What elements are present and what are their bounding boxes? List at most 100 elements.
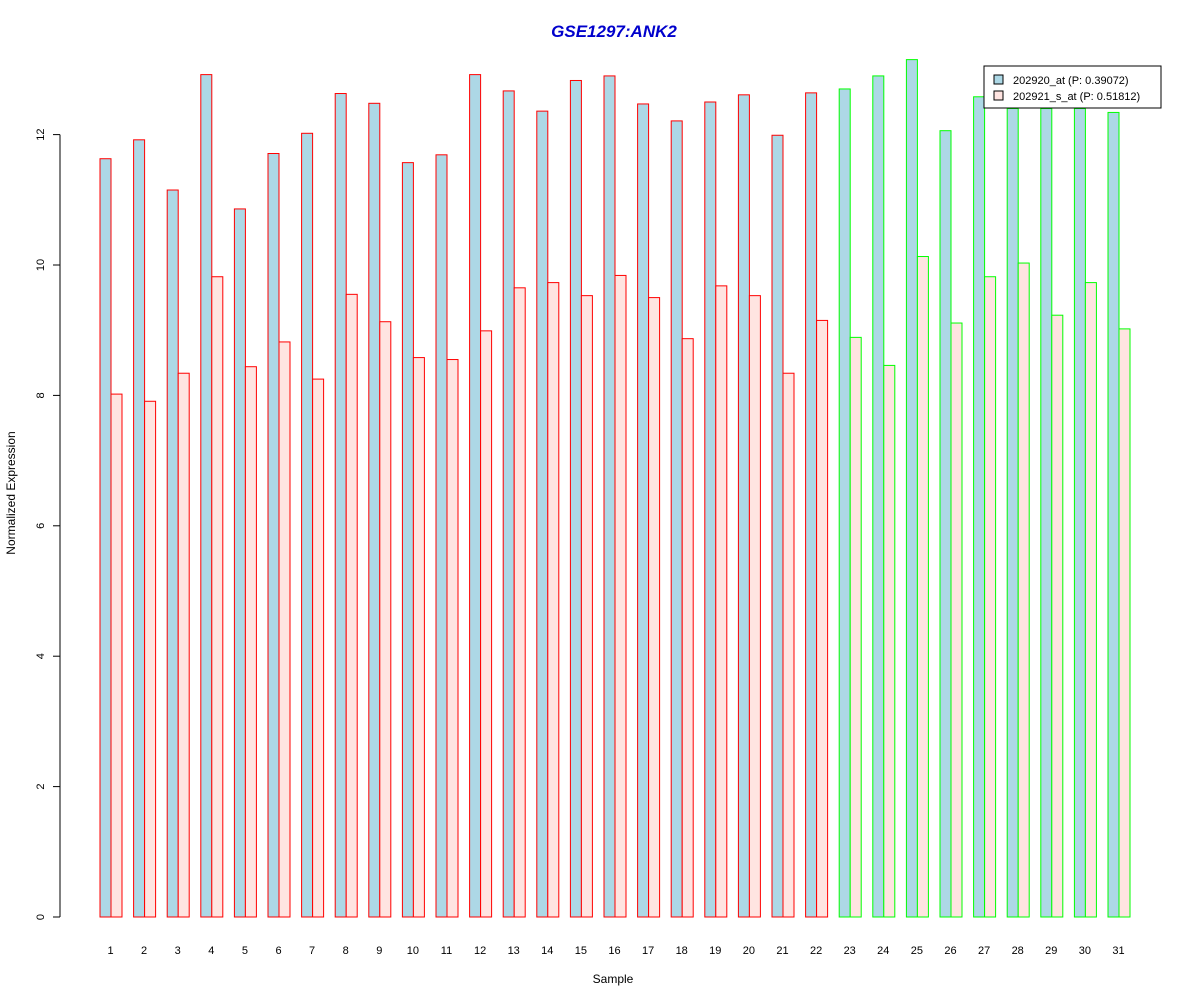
bar-series1 <box>670 120 683 918</box>
x-tick-label: 30 <box>1079 945 1091 957</box>
y-tick-label: 6 <box>35 523 47 529</box>
bar-series1 <box>200 74 213 918</box>
bar-series1 <box>1073 108 1086 918</box>
y-tick-label: 4 <box>35 653 47 659</box>
x-tick-labels: 1 2 3 4 5 6 7 8 9 10 11 12 13 14 15 16 17 18 19 20 21 22 23 24 2… <box>107 945 1124 957</box>
x-tick-label: 22 <box>810 945 822 957</box>
bar-series2 <box>614 274 627 918</box>
y-tick-label: 0 <box>35 914 47 920</box>
y-tick-label: 12 <box>35 128 47 140</box>
x-axis-label: Sample <box>593 972 634 986</box>
bar-series1 <box>502 90 515 918</box>
bar-series2 <box>312 378 325 918</box>
bar-series2 <box>648 297 661 918</box>
x-tick-label: 1 <box>107 945 113 957</box>
bar-series1 <box>637 103 650 918</box>
bar-series2 <box>950 322 963 918</box>
x-tick-label: 2 <box>141 945 147 957</box>
x-tick-label: 6 <box>275 945 281 957</box>
x-tick-label: 14 <box>541 945 553 957</box>
bar-series2 <box>244 366 257 918</box>
bar-series1 <box>838 88 851 918</box>
x-tick-label: 8 <box>343 945 349 957</box>
x-tick-label: 31 <box>1112 945 1124 957</box>
x-tick-label: 11 <box>441 945 452 957</box>
bar-series2 <box>379 321 392 918</box>
bar-series1 <box>973 96 986 918</box>
bar-series1 <box>905 59 918 918</box>
x-tick-label: 9 <box>376 945 382 957</box>
bar-series2 <box>278 341 291 918</box>
x-tick-label: 3 <box>175 945 181 957</box>
bar-series1 <box>872 75 885 918</box>
x-tick-label: 24 <box>877 945 889 957</box>
x-tick-label: 27 <box>978 945 990 957</box>
bar-series1 <box>233 208 246 918</box>
y-axis: 0 2 4 6 8 10 12 <box>35 128 61 920</box>
bar-series1 <box>166 189 179 918</box>
bar-series2 <box>580 295 593 918</box>
bar-series1 <box>301 132 314 918</box>
bar-series1 <box>1006 108 1019 918</box>
bar-series1 <box>771 134 784 918</box>
bar-series1 <box>435 154 448 918</box>
y-tick-label: 2 <box>35 784 47 790</box>
bar-series2 <box>1118 328 1131 918</box>
bar-series2 <box>211 276 224 918</box>
bar-series2 <box>782 372 795 918</box>
bar-series2 <box>883 364 896 918</box>
bar-series1 <box>603 75 616 918</box>
x-tick-label: 29 <box>1045 945 1057 957</box>
bar-series1 <box>704 101 717 918</box>
bar-series1 <box>368 102 381 918</box>
bar-series2 <box>1017 262 1030 918</box>
bar-series1 <box>805 92 818 918</box>
bar-series2 <box>412 357 425 918</box>
x-tick-label: 28 <box>1012 945 1024 957</box>
x-tick-label: 5 <box>242 945 248 957</box>
bar-series1 <box>133 139 146 918</box>
x-tick-label: 26 <box>944 945 956 957</box>
bar-series2 <box>715 285 728 918</box>
x-tick-label: 23 <box>844 945 856 957</box>
bar-series1 <box>536 110 549 918</box>
x-tick-label: 21 <box>776 945 788 957</box>
bar-series1 <box>469 74 482 918</box>
bar-series2 <box>547 282 560 918</box>
x-tick-label: 25 <box>911 945 923 957</box>
x-tick-label: 7 <box>309 945 315 957</box>
legend-label: 202921_s_at (P: 0.51812) <box>1013 91 1140 103</box>
x-tick-label: 10 <box>407 945 419 957</box>
bar-series1 <box>939 130 952 918</box>
x-tick-label: 20 <box>743 945 755 957</box>
bar-series2 <box>849 336 862 918</box>
bar-series1 <box>1040 108 1053 918</box>
bar-series2 <box>984 276 997 918</box>
bar-series1 <box>569 79 582 918</box>
bar-series1 <box>334 93 347 918</box>
x-tick-label: 19 <box>709 945 721 957</box>
bar-series1 <box>267 153 280 918</box>
bar-series1 <box>99 158 112 918</box>
y-tick-label: 10 <box>35 259 47 271</box>
bar-series2 <box>1084 282 1097 918</box>
legend-label: 202920_at (P: 0.39072) <box>1013 75 1129 87</box>
bar-series2 <box>446 359 459 918</box>
bar-series2 <box>513 287 526 918</box>
legend-swatch <box>993 74 1004 85</box>
legend-swatch <box>993 90 1004 101</box>
x-tick-label: 12 <box>474 945 486 957</box>
chart-title: GSE1297:ANK2 <box>551 22 677 41</box>
bar-series1 <box>737 94 750 918</box>
bar-series2 <box>748 295 761 918</box>
legend-box <box>983 65 1162 109</box>
bar-series2 <box>110 393 123 918</box>
x-tick-label: 13 <box>508 945 520 957</box>
bar-series2 <box>480 330 493 918</box>
x-tick-label: 17 <box>642 945 654 957</box>
x-tick-label: 4 <box>208 945 214 957</box>
bar-series2 <box>1051 314 1064 918</box>
x-tick-label: 18 <box>676 945 688 957</box>
